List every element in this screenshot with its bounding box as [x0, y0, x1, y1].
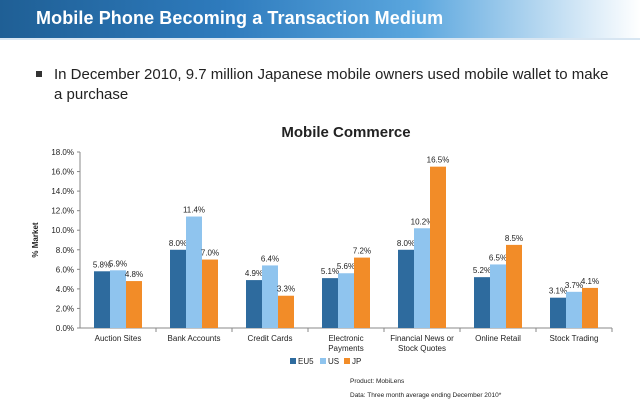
bar-eu5	[474, 277, 490, 328]
source-product: Product: MobiLens	[350, 378, 405, 385]
data-label: 5.9%	[109, 259, 127, 268]
category-label: Auction Sites	[95, 334, 142, 343]
data-label: 5.2%	[473, 266, 491, 275]
data-label: 5.1%	[321, 267, 339, 276]
category-label: Stock Trading	[550, 334, 599, 343]
data-label: 5.8%	[93, 260, 111, 269]
data-label: 10.2%	[411, 217, 434, 226]
bar-jp	[430, 166, 446, 328]
data-label: 11.4%	[183, 206, 205, 215]
bar-eu5	[322, 278, 338, 328]
bar-jp	[126, 281, 142, 328]
data-label: 6.4%	[261, 254, 279, 263]
bar-jp	[506, 244, 522, 328]
legend-label-jp: JP	[352, 357, 361, 366]
legend-label-us: US	[328, 357, 339, 366]
data-label: 3.7%	[565, 281, 583, 290]
data-label: 3.3%	[277, 285, 295, 294]
bar-us	[338, 273, 354, 328]
bar-us	[566, 291, 582, 328]
legend-label-eu5: EU5	[298, 357, 314, 366]
y-tick-label: 6.0%	[56, 265, 74, 274]
bullet-marker	[36, 71, 42, 77]
y-tick-label: 0.0%	[56, 324, 74, 333]
data-label: 7.0%	[201, 249, 219, 258]
y-axis-title: % Market	[31, 222, 40, 257]
data-label: 8.0%	[169, 239, 187, 248]
y-tick-label: 14.0%	[51, 187, 74, 196]
bar-jp	[202, 259, 218, 328]
y-tick-label: 10.0%	[51, 226, 74, 235]
bar-eu5	[170, 249, 186, 328]
category-label: Electronic Payments	[328, 334, 364, 353]
source-data-note: Data: Three month average ending Decembe…	[350, 392, 502, 399]
chart-title: Mobile Commerce	[281, 124, 410, 141]
bullet-text: In December 2010, 9.7 million Japanese m…	[54, 66, 609, 103]
bar-us	[490, 264, 506, 328]
bar-us	[110, 270, 126, 328]
category-label: Online Retail	[475, 334, 521, 343]
data-label: 8.0%	[397, 239, 415, 248]
title-bar: Mobile Phone Becoming a Transaction Medi…	[0, 0, 640, 40]
bullet-point: In December 2010, 9.7 million Japanese m…	[36, 65, 616, 105]
bar-us	[414, 228, 430, 328]
y-tick-label: 8.0%	[56, 246, 74, 255]
bar-us	[262, 265, 278, 328]
data-label: 5.6%	[337, 262, 355, 271]
category-label: Financial News or Stock Quotes	[390, 334, 454, 353]
bar-us	[186, 216, 202, 328]
bar-jp	[582, 287, 598, 328]
data-label: 4.8%	[125, 270, 143, 279]
bar-eu5	[94, 271, 110, 328]
legend-swatch-jp	[344, 358, 350, 364]
legend-swatch-eu5	[290, 358, 296, 364]
data-label: 4.9%	[245, 269, 263, 278]
y-tick-label: 2.0%	[56, 304, 74, 313]
data-label: 8.5%	[505, 234, 523, 243]
data-label: 4.1%	[581, 277, 599, 286]
y-tick-label: 18.0%	[51, 148, 74, 157]
page-title: Mobile Phone Becoming a Transaction Medi…	[36, 8, 444, 28]
bar-eu5	[550, 297, 566, 328]
data-label: 6.5%	[489, 253, 507, 262]
data-label: 16.5%	[427, 156, 450, 165]
bar-jp	[354, 257, 370, 328]
bar-eu5	[398, 249, 414, 328]
bar-jp	[278, 295, 294, 328]
y-tick-label: 4.0%	[56, 285, 74, 294]
legend-swatch-us	[320, 358, 326, 364]
data-label: 7.2%	[353, 247, 371, 256]
category-label: Bank Accounts	[168, 334, 221, 343]
bar-eu5	[246, 280, 262, 328]
y-tick-label: 12.0%	[51, 207, 74, 216]
data-label: 3.1%	[549, 287, 567, 296]
category-label: Credit Cards	[248, 334, 293, 343]
y-tick-label: 16.0%	[51, 168, 74, 177]
